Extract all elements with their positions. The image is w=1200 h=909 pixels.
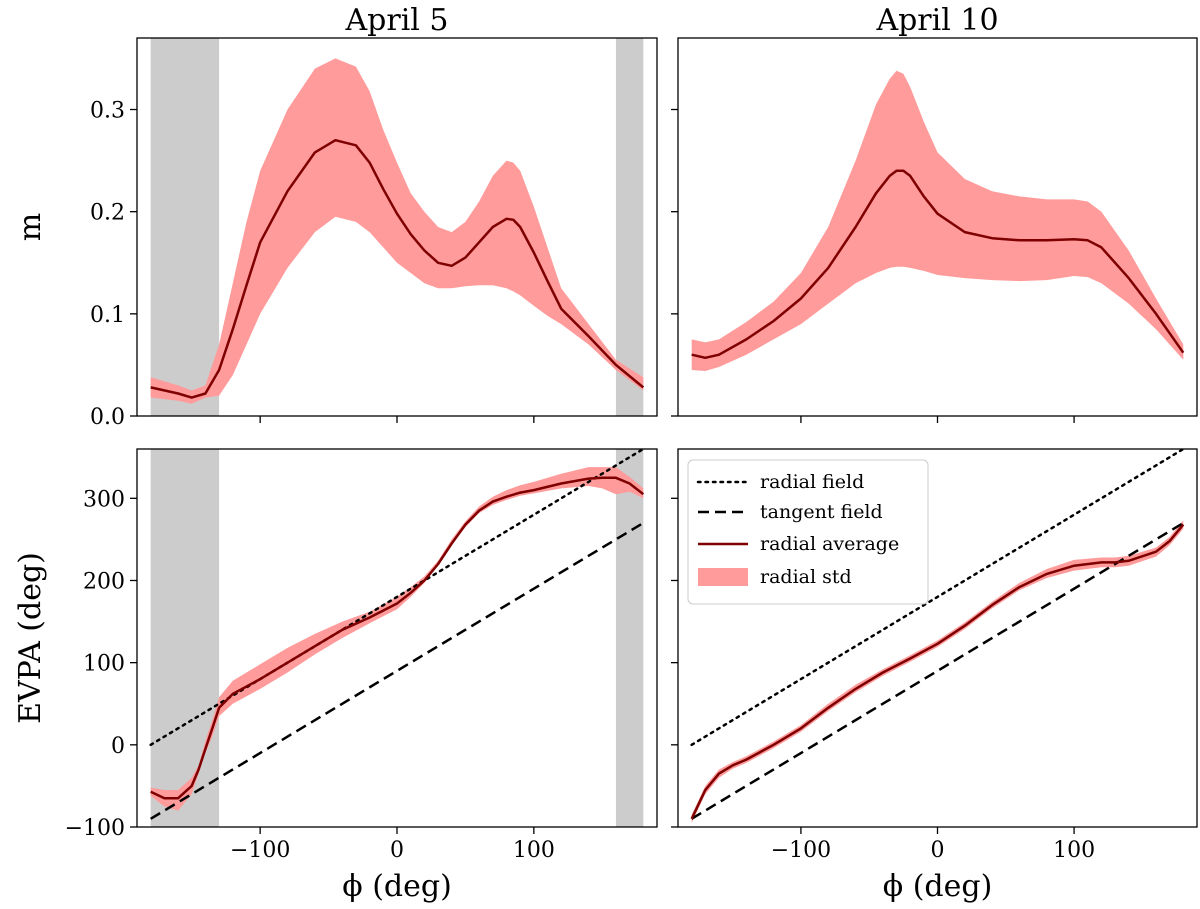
y-tick-label: 200 xyxy=(83,569,125,594)
legend-entry-label: radial std xyxy=(760,566,852,588)
chart-title: April 5 xyxy=(344,3,448,38)
radial-average-line xyxy=(691,169,1185,360)
excluded-region-0 xyxy=(150,449,220,827)
y-tick-label: 0 xyxy=(111,734,125,759)
y-tick-label: −100 xyxy=(65,816,125,841)
tangent-field-line xyxy=(691,521,1184,820)
legend-radial-std-swatch xyxy=(698,568,748,586)
excluded-region-0 xyxy=(150,38,220,416)
y-tick-label: 0.1 xyxy=(90,303,125,328)
y-tick-label: 300 xyxy=(83,487,125,512)
panel-april5-m: 0.0 0.1 0.2 0.3 April 5 m xyxy=(13,3,658,430)
excluded-region-1 xyxy=(615,38,644,416)
x-tick-label: 0 xyxy=(390,838,404,863)
radial-std-band xyxy=(691,70,1184,371)
excluded-region-1 xyxy=(615,449,644,827)
radial-field-line xyxy=(149,449,645,747)
y-tick-label: 0.2 xyxy=(90,201,125,226)
x-tick-label: 0 xyxy=(931,838,945,863)
x-tick-label: −100 xyxy=(230,838,290,863)
panel-april5-evpa: −100 0 100 −100 0 100 200 300 ϕ (deg) EVPA (deg) xyxy=(13,448,658,904)
tangent-field-line xyxy=(150,521,644,820)
x-axis-label: ϕ (deg) xyxy=(883,869,993,904)
radial-std-band xyxy=(150,467,644,811)
plot-area xyxy=(690,449,1185,823)
legend-entry-label: radial field xyxy=(760,471,864,493)
x-tick-label: 100 xyxy=(513,838,555,863)
y-axis-label: EVPA (deg) xyxy=(13,552,48,724)
radial-field-line xyxy=(690,449,1185,747)
x-axis-label: ϕ (deg) xyxy=(342,869,452,904)
plot-area xyxy=(149,449,645,827)
y-tick-label: 0.3 xyxy=(90,99,125,124)
panel-april10-evpa: −100 0 100 ϕ (deg) radial field tangent field… xyxy=(671,448,1198,904)
x-tick-label: −100 xyxy=(771,838,831,863)
panel-april10-m: April 10 xyxy=(671,3,1198,423)
y-axis-label: m xyxy=(13,213,48,241)
y-tick-label: 0.0 xyxy=(90,405,125,430)
radial-average-line xyxy=(690,523,1185,820)
chart-title: April 10 xyxy=(875,3,998,38)
y-tick-label: 100 xyxy=(83,652,125,677)
plot-area xyxy=(691,70,1185,371)
radial-std-band xyxy=(150,58,644,404)
radial-average-line xyxy=(150,476,645,800)
legend-entry-label: radial average xyxy=(760,533,899,555)
radial-average-line xyxy=(150,138,645,399)
legend: radial field tangent field radial average r… xyxy=(687,459,929,605)
legend-entry-label: tangent field xyxy=(760,501,883,523)
plot-area xyxy=(150,38,645,416)
x-tick-label: 100 xyxy=(1053,838,1095,863)
